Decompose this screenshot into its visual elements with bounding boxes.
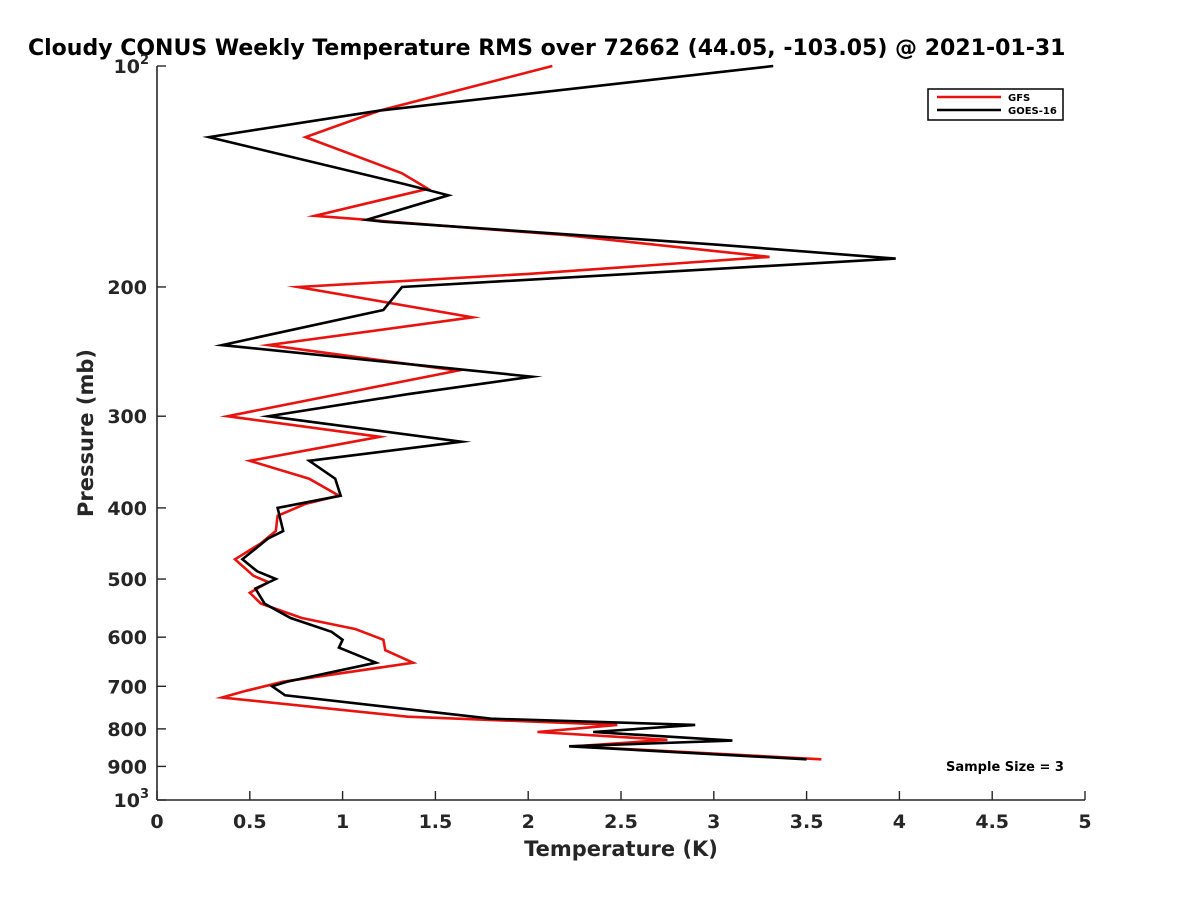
y-tick-label: 900	[107, 756, 147, 778]
x-tick-label: 4	[893, 811, 906, 833]
y-tick-label: 200	[107, 277, 147, 299]
y-tick-label: 700	[107, 676, 147, 698]
x-tick-label: 0	[150, 811, 163, 833]
y-axis-label: Pressure (mb)	[74, 349, 98, 517]
sample-size-annotation: Sample Size = 3	[946, 760, 1064, 775]
x-tick-label: 5	[1078, 811, 1091, 833]
y-tick-label: 300	[107, 406, 147, 428]
chart-title: Cloudy CONUS Weekly Temperature RMS over…	[28, 36, 1065, 61]
legend-label-goes16: GOES-16	[1008, 106, 1057, 117]
y-tick-label: 102	[114, 53, 150, 78]
legend-label-gfs: GFS	[1008, 93, 1030, 104]
x-tick-label: 2	[522, 811, 535, 833]
x-tick-label: 1.5	[419, 811, 453, 833]
y-tick-label: 103	[114, 787, 150, 812]
x-tick-label: 3.5	[790, 811, 824, 833]
y-tick-label: 400	[107, 498, 147, 520]
y-tick-label: 600	[107, 627, 147, 649]
x-tick-label: 4.5	[975, 811, 1009, 833]
series-line-goes-16	[202, 64, 896, 761]
series-line-gfs	[215, 64, 822, 761]
axes-layer: 0 0.5 1 1.5 2 2.5 3 3.5 4 4.5 5 102 200 300 400 500 600 7…	[107, 53, 1091, 833]
x-tick-label: 3	[707, 811, 720, 833]
series-layer	[202, 64, 896, 761]
y-tick-label: 500	[107, 569, 147, 591]
legend: GFS GOES-16	[927, 88, 1064, 121]
y-tick-label: 800	[107, 719, 147, 741]
legend-box	[927, 88, 1064, 121]
x-tick-label: 0.5	[233, 811, 267, 833]
x-axis-label: Temperature (K)	[524, 837, 718, 861]
x-tick-label: 1	[336, 811, 349, 833]
x-tick-label: 2.5	[604, 811, 638, 833]
